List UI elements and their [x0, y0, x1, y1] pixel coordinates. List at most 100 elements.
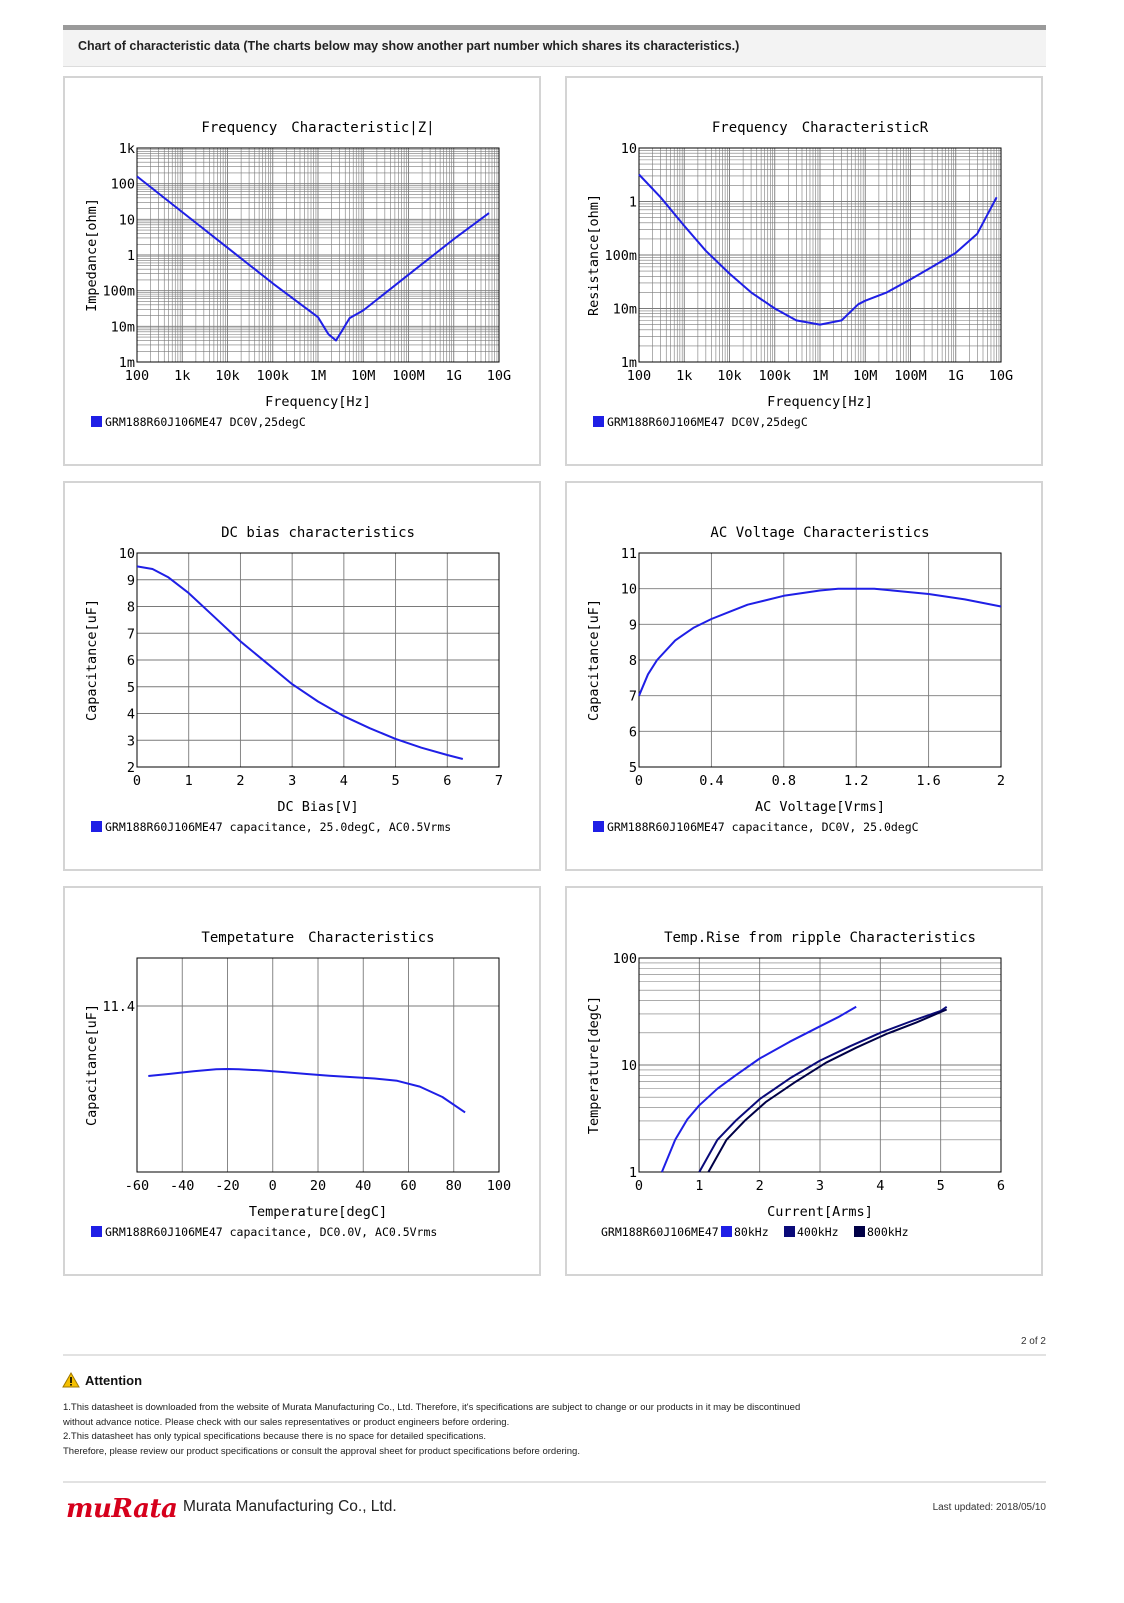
- x-tick-label: 6: [997, 1178, 1005, 1194]
- attention-line: without advance notice. Please check wit…: [63, 1416, 510, 1428]
- legend-swatch: [91, 821, 102, 832]
- series-line: [638, 173, 998, 326]
- y-tick-label: 10: [621, 141, 637, 157]
- plot-border: [638, 147, 1002, 363]
- legend-label: GRM188R60J106ME47 DC0V,25degC: [105, 415, 306, 429]
- x-tick-label: 100: [125, 368, 149, 384]
- series-line: [136, 175, 490, 342]
- chart-panel-impedance: Frequency Characteristic|Z| Frequency[Hz]…: [63, 76, 541, 466]
- x-tick-label: 80: [446, 1178, 462, 1194]
- legend-label: 400kHz: [797, 1225, 839, 1239]
- x-tick-label: 1.6: [916, 773, 940, 789]
- y-tick-label: 2: [127, 760, 135, 776]
- warning-icon: [62, 1372, 80, 1388]
- murata-logo: muRata: [66, 1494, 178, 1524]
- legend-swatch: [593, 821, 604, 832]
- chart-panel-resistance: Frequency CharacteristicR Frequency[Hz] Re…: [565, 76, 1043, 466]
- x-tick-label: 3: [816, 1178, 824, 1194]
- y-tick-label: 4: [127, 707, 135, 723]
- y-tick-label: 8: [629, 653, 637, 669]
- y-tick-label: 6: [629, 724, 637, 740]
- chart-ac-voltage: AC Voltage Characteristics AC Voltage[Vrm…: [586, 525, 1005, 834]
- x-tick-label: 40: [355, 1178, 371, 1194]
- x-axis-label: DC Bias[V]: [277, 799, 358, 815]
- x-tick-label: 1M: [812, 368, 828, 384]
- x-tick-label: 0.8: [772, 773, 796, 789]
- chart-temperature: Tempetature Characteristics Temperature[d…: [84, 930, 511, 1239]
- y-tick-label: 1m: [621, 355, 637, 371]
- x-tick-label: 100: [487, 1178, 511, 1194]
- x-tick-label: 0: [635, 1178, 643, 1194]
- y-axis-label: Capacitance[uF]: [586, 599, 602, 721]
- legend-swatch: [91, 416, 102, 427]
- y-tick-label: 100: [111, 177, 135, 193]
- chart-title: Temp.Rise from ripple Characteristics: [664, 930, 976, 946]
- legend-label: GRM188R60J106ME47 DC0V,25degC: [607, 415, 808, 429]
- series-line: [638, 587, 1002, 697]
- y-tick-label: 3: [127, 733, 135, 749]
- chart-title: DC bias characteristics: [221, 525, 415, 541]
- x-tick-label: 0.4: [699, 773, 723, 789]
- x-tick-label: 2: [756, 1178, 764, 1194]
- y-tick-label: 9: [629, 617, 637, 633]
- x-tick-label: 10M: [351, 368, 375, 384]
- x-axis-label: Frequency[Hz]: [767, 394, 873, 410]
- y-tick-label: 10m: [111, 319, 135, 335]
- last-updated: Last updated: 2018/05/10: [932, 1502, 1046, 1513]
- x-tick-label: 1: [185, 773, 193, 789]
- x-tick-label: 3: [288, 773, 296, 789]
- x-tick-label: 10k: [717, 368, 741, 384]
- y-tick-label: 1: [629, 1165, 637, 1181]
- legend-label: 800kHz: [867, 1225, 909, 1239]
- section-title: Chart of characteristic data (The charts…: [78, 39, 740, 53]
- series-line: [148, 1068, 466, 1114]
- series-line-800kHz: [707, 1008, 948, 1173]
- y-tick-label: 10: [621, 1058, 637, 1074]
- plot-border: [136, 147, 500, 363]
- x-tick-label: 2: [997, 773, 1005, 789]
- x-tick-label: 10G: [487, 368, 511, 384]
- chart-title: Tempetature Characteristics: [201, 930, 434, 946]
- chart-panel-temperature: Tempetature Characteristics Temperature[d…: [63, 886, 541, 1276]
- x-tick-label: 7: [495, 773, 503, 789]
- top-bar: [63, 25, 1046, 30]
- x-tick-label: -60: [125, 1178, 149, 1194]
- y-axis-label: Resistance[ohm]: [586, 194, 602, 316]
- y-tick-label: 11: [621, 546, 637, 562]
- attention-heading: Attention: [62, 1372, 142, 1388]
- x-tick-label: 5: [392, 773, 400, 789]
- x-axis-label: Temperature[degC]: [249, 1204, 387, 1220]
- y-tick-label: 1k: [119, 141, 135, 157]
- chart-panel-dc-bias: DC bias characteristics DC Bias[V] Capacit…: [63, 481, 541, 871]
- x-tick-label: 1: [695, 1178, 703, 1194]
- x-tick-label: 20: [310, 1178, 326, 1194]
- x-tick-label: 1k: [676, 368, 692, 384]
- x-axis-label: AC Voltage[Vrms]: [755, 799, 885, 815]
- y-tick-label: 9: [127, 573, 135, 589]
- chart-title: Frequency CharacteristicR: [712, 120, 929, 136]
- x-tick-label: 0: [269, 1178, 277, 1194]
- y-tick-label: 5: [629, 760, 637, 776]
- x-tick-label: -20: [215, 1178, 239, 1194]
- y-tick-label: 6: [127, 653, 135, 669]
- x-tick-label: 5: [937, 1178, 945, 1194]
- y-axis-label: Capacitance[uF]: [84, 599, 100, 721]
- x-tick-label: 1k: [174, 368, 190, 384]
- y-tick-label: 10: [621, 582, 637, 598]
- x-tick-label: 100k: [758, 368, 791, 384]
- legend-swatch: [854, 1226, 865, 1237]
- y-axis-label: Impedance[ohm]: [84, 198, 100, 312]
- section-header: Chart of characteristic data (The charts…: [63, 30, 1046, 67]
- chart-resistance: Frequency CharacteristicR Frequency[Hz] Re…: [586, 120, 1013, 429]
- chart-title: Frequency Characteristic|Z|: [201, 120, 434, 136]
- x-tick-label: 1M: [310, 368, 326, 384]
- x-tick-label: 100k: [256, 368, 289, 384]
- x-axis-label: Frequency[Hz]: [265, 394, 371, 410]
- x-tick-label: 1.2: [844, 773, 868, 789]
- x-tick-label: 100: [627, 368, 651, 384]
- page-number: 2 of 2: [1020, 1336, 1046, 1347]
- legend-label: GRM188R60J106ME47 capacitance, DC0.0V, A…: [105, 1225, 437, 1239]
- divider: [63, 1354, 1046, 1356]
- attention-title: Attention: [85, 1372, 143, 1388]
- y-axis-label: Temperature[degC]: [586, 996, 602, 1134]
